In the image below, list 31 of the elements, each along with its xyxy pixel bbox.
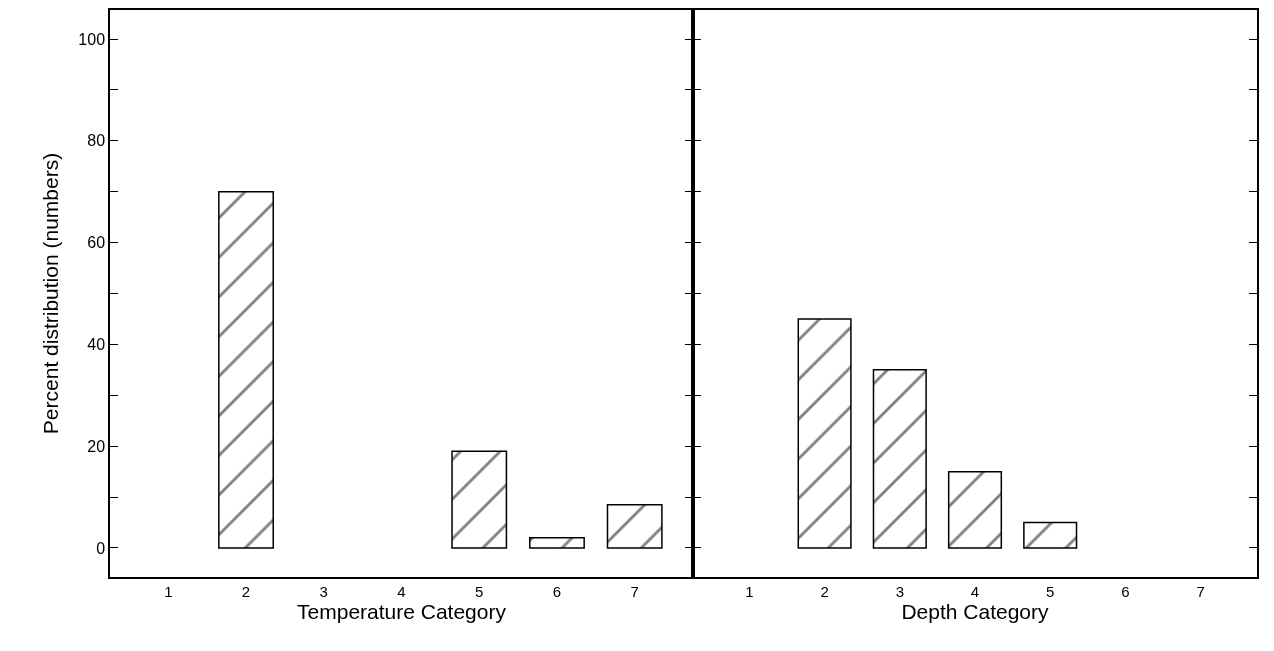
x-tick-label: 3 <box>319 582 328 600</box>
x-tick-label: 4 <box>970 582 980 600</box>
x-tick-label: 3 <box>895 582 904 600</box>
y-tick-label: 80 <box>87 132 106 150</box>
y-axis-title: Percent distribution (numbers) <box>39 152 62 435</box>
x-tick-label: 4 <box>397 582 406 600</box>
x-tick-label: 7 <box>1196 582 1205 600</box>
x-axis-title: Temperature Category <box>297 599 507 623</box>
bar <box>606 503 663 549</box>
x-tick-label: 2 <box>820 582 829 600</box>
x-tick-label: 5 <box>475 582 484 600</box>
y-tick-label: 40 <box>87 336 106 353</box>
bar <box>218 190 274 549</box>
x-axis-title: Depth Category <box>901 599 1050 623</box>
y-tick-label: 100 <box>78 30 106 48</box>
x-tick-label: 1 <box>745 582 754 600</box>
bar <box>947 470 1003 549</box>
x-tick-label: 1 <box>164 582 173 600</box>
x-tick-label: 2 <box>241 582 251 600</box>
bar <box>529 537 585 549</box>
y-tick-label: 20 <box>87 437 106 455</box>
x-tick-label: 7 <box>630 582 639 600</box>
bar <box>797 318 852 549</box>
bar <box>451 450 508 549</box>
y-tick-label: 60 <box>87 234 106 252</box>
x-tick-label: 6 <box>1121 582 1130 600</box>
bar <box>1023 521 1078 549</box>
bar <box>872 369 927 549</box>
y-tick-label: 0 <box>96 539 106 557</box>
x-tick-label: 5 <box>1046 582 1055 600</box>
x-tick-label: 6 <box>552 582 562 600</box>
